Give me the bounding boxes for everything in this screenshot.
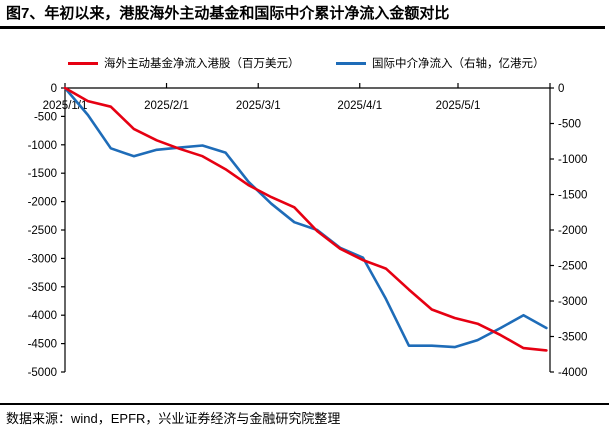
- figure-title: 图7、年初以来，港股海外主动基金和国际中介累计净流入金额对比: [6, 5, 450, 22]
- legend-label-intl-intermediary: 国际中介净流入（右轴，亿港元）: [372, 58, 545, 70]
- right-axis-tick-label: -3000: [558, 296, 587, 308]
- data-source-note: 数据来源：wind，EPFR，兴业证券经济与金融研究院整理: [6, 411, 341, 426]
- legend-blue-line-icon: [336, 61, 366, 65]
- right-axis-tick-label: -2500: [558, 261, 587, 273]
- left-axis-tick-label: 0: [51, 83, 57, 95]
- legend-item-overseas-funds: 海外主动基金净流入港股（百万美元）: [68, 56, 300, 70]
- right-axis-tick-label: -1500: [558, 190, 587, 202]
- right-axis-tick-label: -4000: [558, 367, 587, 379]
- x-axis-tick-label: 2025/4/1: [337, 100, 382, 112]
- left-axis-tick-label: -1000: [28, 140, 57, 152]
- left-axis-tick-label: -4000: [28, 310, 57, 322]
- series-line-blue: [63, 86, 548, 349]
- right-axis-tick-label: 0: [558, 83, 564, 95]
- left-axis-tick-label: -3500: [28, 282, 57, 294]
- x-axis-tick-label: 2025/5/1: [436, 100, 481, 112]
- right-axis-tick-label: -2000: [558, 225, 587, 237]
- footer-rule: [0, 403, 609, 405]
- legend-label-overseas-funds: 海外主动基金净流入港股（百万美元）: [104, 58, 300, 70]
- legend-red-line-icon: [68, 61, 98, 65]
- series-line-red: [63, 86, 548, 352]
- left-axis-tick-label: -1500: [28, 168, 57, 180]
- x-axis-tick-label: 2025/3/1: [236, 100, 281, 112]
- left-axis-tick-label: -500: [34, 111, 57, 123]
- left-axis-tick-label: -2500: [28, 225, 57, 237]
- legend-item-intl-intermediary: 国际中介净流入（右轴，亿港元）: [336, 56, 545, 70]
- x-axis-tick-label: 2025/2/1: [144, 100, 189, 112]
- title-underline: [0, 26, 605, 29]
- left-axis-tick-label: -3000: [28, 253, 57, 265]
- right-axis-tick-label: -500: [558, 119, 581, 131]
- right-axis-tick-label: -3500: [558, 332, 587, 344]
- left-axis-tick-label: -2000: [28, 197, 57, 209]
- left-axis-tick-label: -4500: [28, 339, 57, 351]
- right-axis-tick-label: -1000: [558, 154, 587, 166]
- left-axis-tick-label: -5000: [28, 367, 57, 379]
